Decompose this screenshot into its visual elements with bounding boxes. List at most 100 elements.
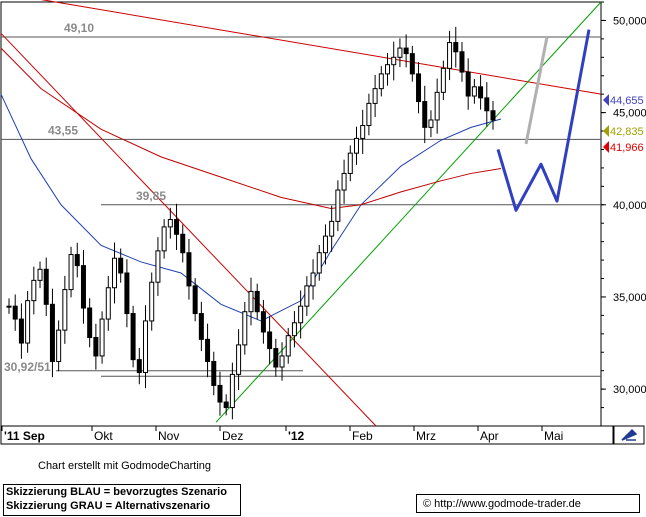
scenario-legend: Skizzierung BLAU = bevorzugtes Szenario … (3, 484, 241, 516)
candle-body (285, 335, 291, 357)
price-badge-pointer (603, 141, 609, 153)
candle-body (68, 254, 74, 291)
candle-body (130, 313, 136, 361)
candle-body (335, 189, 341, 222)
x-tick-label: Mrz (416, 429, 436, 443)
scenario-grau-path (524, 36, 549, 145)
candle-body (260, 311, 266, 333)
candle-body (31, 279, 37, 302)
chart-credit: Chart erstellt mit GodmodeCharting (38, 460, 212, 472)
price-badge (609, 124, 645, 138)
legend-blue-scenario: Skizzierung BLAU = bevorzugtes Szenario (6, 486, 227, 498)
candle-body (161, 226, 167, 252)
trendline (40, 0, 602, 95)
candle-body (174, 219, 180, 235)
candle-body (167, 219, 173, 228)
candle-body (155, 250, 161, 283)
trendline (215, 1, 602, 423)
candle-body (465, 71, 471, 97)
candle-body (37, 268, 43, 281)
candle-body (205, 338, 211, 362)
candle-body (490, 110, 496, 121)
candle-body (453, 42, 459, 53)
candle-body (347, 152, 353, 174)
candle-body (422, 101, 428, 128)
candle-body (385, 64, 391, 75)
x-tick-label: Dez (222, 429, 243, 443)
candle-body (87, 307, 93, 339)
candle-body (298, 305, 304, 324)
candle-body (459, 51, 465, 73)
candle-body (229, 373, 235, 409)
moving-average-line (0, 47, 502, 209)
candle-body (80, 265, 86, 309)
candle-body (372, 88, 378, 104)
level-label: 39,85 (136, 189, 166, 203)
candle-body (56, 329, 62, 362)
candle-body (409, 53, 415, 75)
x-tick-label: Nov (158, 429, 179, 443)
x-tick-label: '11 Sep (4, 429, 45, 443)
x-tick-label: Okt (94, 429, 113, 443)
scenario-blau-path (496, 29, 591, 212)
candle-body (186, 252, 192, 287)
price-badge-label: 42,835 (610, 126, 644, 138)
candle-body (416, 73, 422, 103)
trendline (0, 32, 377, 427)
candle-body (192, 285, 198, 315)
x-tick-label: Feb (352, 429, 373, 443)
candle-body (43, 268, 49, 305)
draw-tool-icon (621, 428, 638, 441)
candle-body (118, 257, 124, 274)
x-tick-label: Mai (544, 429, 563, 443)
candle-body (440, 67, 446, 93)
candle-body (366, 102, 372, 127)
candle-body (304, 285, 310, 307)
candle-body (322, 235, 328, 254)
level-label: 30,92/51 (4, 360, 51, 374)
candle-body (360, 125, 366, 139)
candle-body (217, 384, 223, 403)
candle-body (74, 254, 80, 267)
candle-body (136, 359, 142, 374)
candle-body (93, 337, 99, 357)
candle-body (254, 290, 260, 313)
candle-body (353, 137, 359, 154)
x-axis-band (0, 425, 614, 445)
candle-body (341, 172, 347, 191)
price-badge-label: 41,966 (610, 142, 644, 154)
candle-body (273, 348, 279, 368)
price-badge-pointer (603, 94, 609, 106)
price-badge (609, 140, 645, 154)
legend-grey-scenario: Skizzierung GRAU = Alternativszenario (6, 500, 211, 512)
candle-body (403, 47, 409, 55)
y-tick-label: 40,000 (613, 200, 646, 212)
plot-area-border (0, 1, 602, 427)
candle-body (447, 42, 453, 69)
y-tick-label: 45,000 (613, 108, 646, 120)
candle-body (6, 305, 12, 308)
candle-body (484, 97, 490, 112)
candle-body (149, 281, 155, 322)
x-tick-label: '12 (288, 429, 305, 443)
candle-body (111, 257, 117, 289)
candle-body (236, 344, 242, 375)
x-tick-label: Apr (480, 429, 499, 443)
candle-body (143, 320, 149, 374)
source-url-link[interactable]: © http://www.godmode-trader.de (416, 494, 640, 513)
candle-body (434, 91, 440, 121)
price-badge-pointer (603, 125, 609, 137)
candle-body (18, 318, 24, 344)
candle-body (310, 272, 316, 287)
y-tick-label: 35,000 (613, 292, 646, 304)
price-badge-label: 44,655 (610, 95, 644, 107)
candle-body (397, 47, 403, 58)
candle-body (211, 360, 217, 386)
candle-body (316, 252, 322, 274)
candle-body (99, 318, 105, 357)
level-label: 49,10 (64, 21, 94, 35)
y-tick-label: 50,000 (613, 15, 646, 27)
candle-body (105, 287, 111, 320)
candle-body (279, 355, 285, 368)
